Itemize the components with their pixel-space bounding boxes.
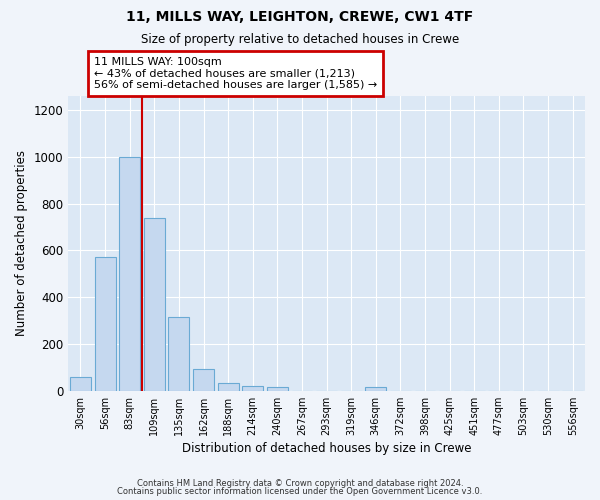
- Bar: [144, 218, 165, 391]
- Bar: [267, 388, 288, 391]
- Bar: [365, 388, 386, 391]
- Bar: [119, 157, 140, 391]
- Bar: [193, 368, 214, 391]
- Bar: [169, 317, 190, 391]
- Text: 11, MILLS WAY, LEIGHTON, CREWE, CW1 4TF: 11, MILLS WAY, LEIGHTON, CREWE, CW1 4TF: [127, 10, 473, 24]
- Text: Size of property relative to detached houses in Crewe: Size of property relative to detached ho…: [141, 32, 459, 46]
- Bar: [70, 377, 91, 391]
- Bar: [95, 258, 116, 391]
- Bar: [218, 382, 239, 391]
- Bar: [242, 386, 263, 391]
- X-axis label: Distribution of detached houses by size in Crewe: Distribution of detached houses by size …: [182, 442, 472, 455]
- Text: Contains HM Land Registry data © Crown copyright and database right 2024.: Contains HM Land Registry data © Crown c…: [137, 478, 463, 488]
- Text: Contains public sector information licensed under the Open Government Licence v3: Contains public sector information licen…: [118, 487, 482, 496]
- Text: 11 MILLS WAY: 100sqm
← 43% of detached houses are smaller (1,213)
56% of semi-de: 11 MILLS WAY: 100sqm ← 43% of detached h…: [94, 57, 377, 90]
- Y-axis label: Number of detached properties: Number of detached properties: [15, 150, 28, 336]
